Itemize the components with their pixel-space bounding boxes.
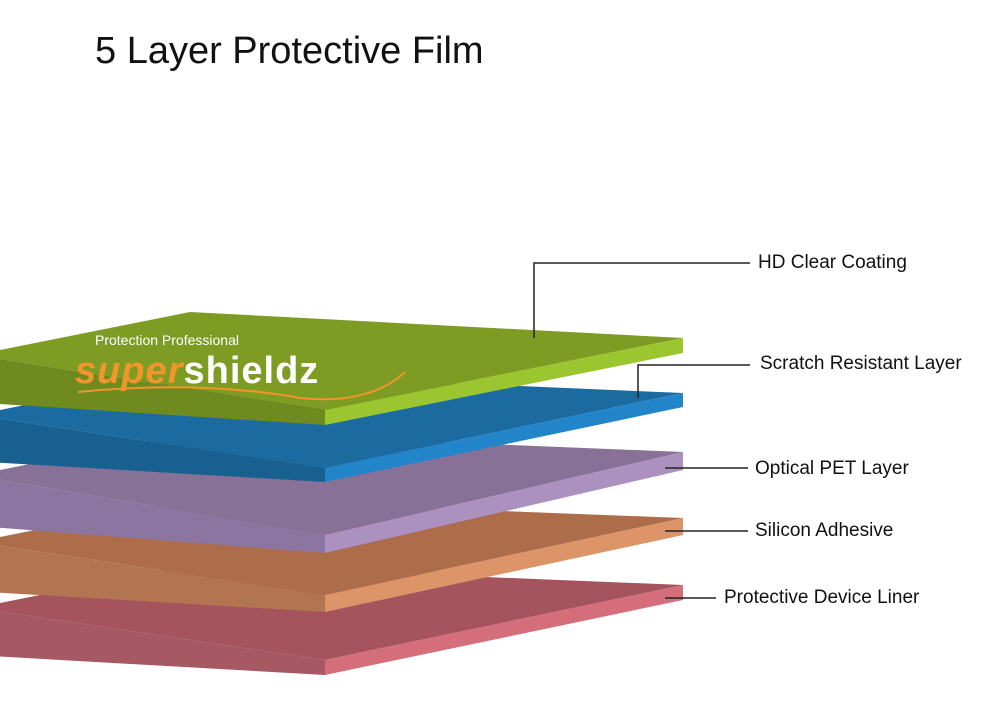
layer-front-face xyxy=(0,418,325,482)
layer-right-edge xyxy=(325,338,683,425)
label-silicon-adhesive: Silicon Adhesive xyxy=(755,520,894,541)
label-hd-clear-coating: HD Clear Coating xyxy=(758,252,907,273)
layer-front-face xyxy=(0,359,325,425)
label-scratch-resistant-layer: Scratch Resistant Layer xyxy=(760,353,962,374)
diagram-title: 5 Layer Protective Film xyxy=(95,30,484,72)
brand-logo: supershieldz xyxy=(75,350,319,393)
label-protective-device-liner: Protective Device Liner xyxy=(724,587,920,608)
logo-tagline: Protection Professional xyxy=(95,332,239,348)
layer-front-face xyxy=(0,545,325,612)
leader-line xyxy=(637,364,750,398)
layer-front-face xyxy=(0,479,325,553)
logo-part-shieldz: shieldz xyxy=(183,350,320,392)
layer-right-edge xyxy=(325,393,683,482)
logo-swoosh xyxy=(77,371,406,401)
layer-right-edge xyxy=(325,452,683,553)
leader-line xyxy=(533,262,750,338)
layer-front-face xyxy=(0,611,325,675)
layer-right-edge xyxy=(325,585,683,675)
logo-part-super: super xyxy=(75,350,184,392)
label-optical-pet-layer: Optical PET Layer xyxy=(755,458,909,479)
layer-right-edge xyxy=(325,518,683,612)
layer-top-face xyxy=(0,312,683,410)
